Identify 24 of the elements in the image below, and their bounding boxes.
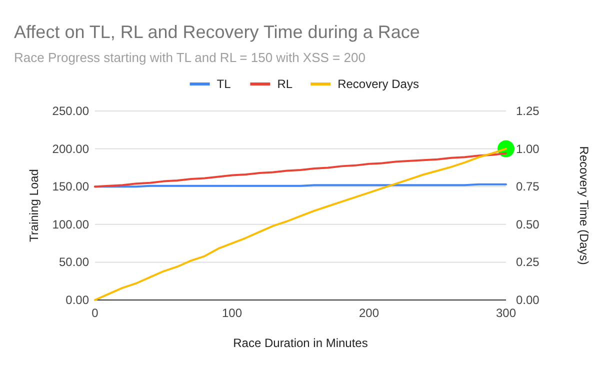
chart-subtitle: Race Progress starting with TL and RL = 150 with XSS = 200 (14, 50, 366, 65)
y-tick-label: 250.00 (52, 104, 90, 118)
y-tick-label: 150.00 (52, 180, 90, 194)
y-tick-label: 200.00 (52, 142, 90, 156)
x-tick-label: 0 (92, 306, 99, 320)
y-axis-title: Training Load (27, 169, 41, 242)
y-tick-label: 0.00 (66, 293, 90, 307)
y-tick-label: 50.00 (58, 255, 90, 270)
y2-tick-label: 0.25 (516, 255, 540, 270)
y2-tick-label: 1.00 (516, 142, 540, 156)
y2-tick-label: 0.75 (516, 180, 540, 194)
x-tick-label: 100 (222, 306, 242, 320)
y-tick-label: 100.00 (52, 217, 90, 232)
legend-label: RL (277, 77, 293, 91)
legend-label: Recovery Days (338, 77, 419, 91)
x-axis-title: Race Duration in Minutes (233, 336, 368, 350)
y2-axis-title: Recovery Time (Days) (577, 146, 591, 265)
y2-tick-label: 0.00 (516, 293, 540, 307)
chart-title: Affect on TL, RL and Recovery Time during a Race (14, 22, 420, 42)
x-tick-label: 200 (358, 306, 380, 320)
y2-tick-label: 1.25 (516, 104, 540, 118)
y2-tick-label: 0.50 (516, 217, 540, 232)
x-tick-label: 300 (496, 306, 516, 320)
legend-label: TL (216, 77, 232, 91)
